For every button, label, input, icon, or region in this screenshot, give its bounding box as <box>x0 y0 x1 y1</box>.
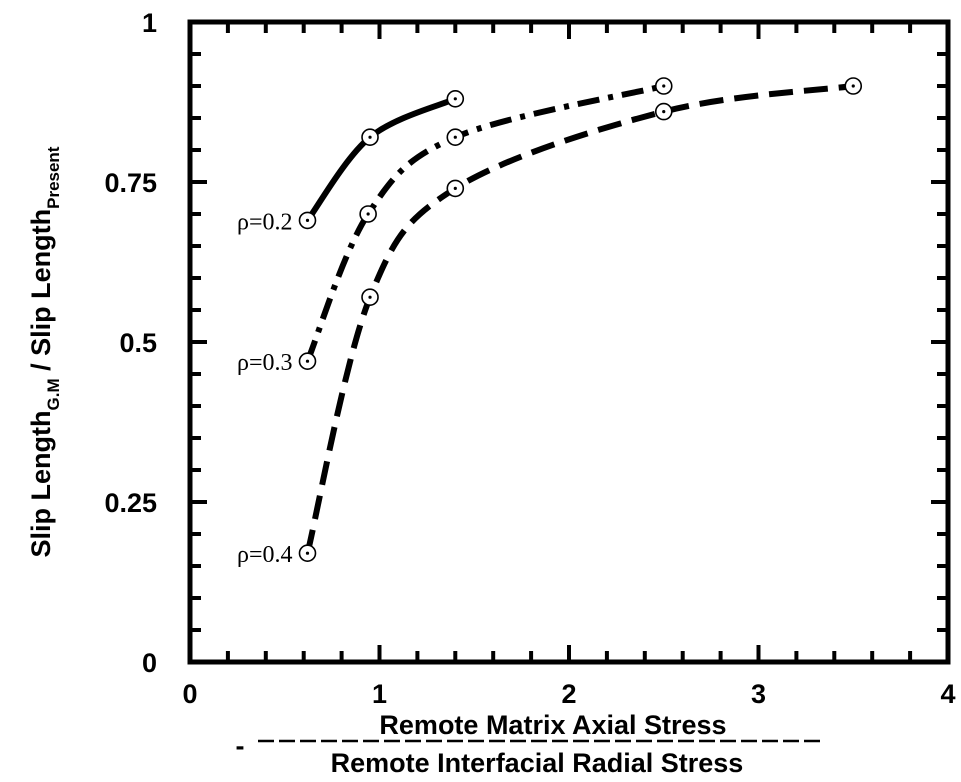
data-point-center <box>368 135 372 139</box>
data-point-center <box>851 84 855 88</box>
data-point-center <box>662 84 666 88</box>
data-point-center <box>366 212 370 216</box>
series-line-3 <box>304 83 854 554</box>
axis-ticks <box>188 20 950 664</box>
y-tick-label: 0 <box>142 648 157 678</box>
y-axis-title: Slip LengthG.M / Slip LengthPresent <box>26 146 63 557</box>
x-tick-label: 3 <box>751 679 766 709</box>
data-point-center <box>453 186 457 190</box>
series-label-2: ρ=0.3 <box>237 350 293 376</box>
x-axis-prefix: - <box>236 731 245 761</box>
y-tick-label: 0.75 <box>104 168 157 198</box>
data-point-center <box>453 135 457 139</box>
x-tick-label: 4 <box>940 679 955 709</box>
data-point-center <box>305 551 310 555</box>
data-point-center <box>305 218 310 222</box>
y-tick-label: 1 <box>142 8 157 38</box>
x-axis-title-numerator: Remote Matrix Axial Stress <box>379 710 726 740</box>
series-points <box>298 77 863 563</box>
series-line-2 <box>304 83 665 363</box>
series-label-1: ρ=0.2 <box>237 209 293 235</box>
x-tick-label: 1 <box>372 679 387 709</box>
data-point-center <box>453 97 457 101</box>
series-labels: ρ=0.2 ρ=0.3 ρ=0.4 <box>237 209 293 568</box>
series-lines <box>304 83 854 554</box>
data-point-center <box>368 295 372 299</box>
plot-frame <box>187 19 951 665</box>
y-tick-label: 0.25 <box>104 488 157 518</box>
x-tick-label: 0 <box>182 679 197 709</box>
series-line-1 <box>305 96 457 223</box>
x-axis-title-denominator: Remote Interfacial Radial Stress <box>331 748 744 778</box>
plot-border <box>187 19 951 665</box>
y-tick-labels: 0 0.25 0.5 0.75 1 <box>104 8 157 678</box>
series-label-3: ρ=0.4 <box>237 542 293 568</box>
y-tick-label: 0.5 <box>119 328 157 358</box>
data-point-center <box>305 359 310 363</box>
x-tick-labels: 0 1 2 3 4 <box>182 679 955 709</box>
data-point-center <box>662 110 666 114</box>
x-tick-label: 2 <box>561 679 576 709</box>
